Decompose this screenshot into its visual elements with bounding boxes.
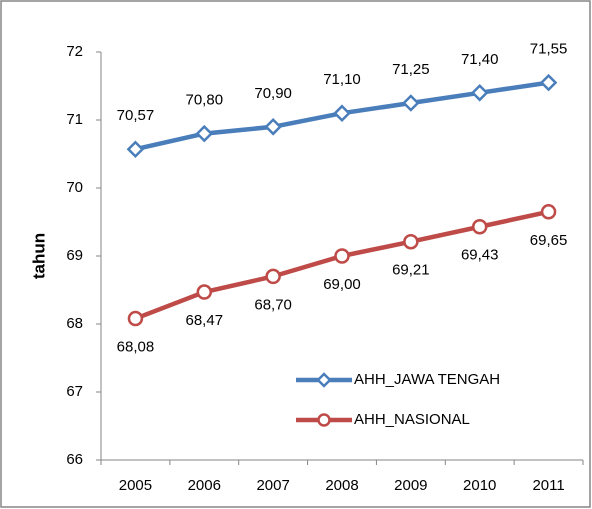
- y-tick-label: 68: [66, 315, 83, 332]
- marker: [540, 204, 557, 220]
- marker: [126, 140, 145, 159]
- marker: [470, 84, 489, 102]
- y-axis-label: tahun: [29, 233, 48, 279]
- x-tick-label: 2009: [394, 477, 427, 494]
- legend-label: AHH_NASIONAL: [354, 411, 470, 428]
- data-label: 70,57: [117, 107, 155, 124]
- marker: [127, 310, 144, 327]
- data-label: 68,70: [254, 296, 292, 313]
- y-tick-label: 72: [66, 43, 83, 60]
- marker: [264, 118, 282, 136]
- y-tick-label: 66: [66, 451, 83, 468]
- x-tick-label: 2008: [325, 477, 358, 494]
- y-tick-label: 71: [66, 111, 83, 128]
- data-label: 70,90: [254, 85, 292, 102]
- marker: [471, 219, 488, 235]
- x-tick-label: 2006: [188, 477, 221, 494]
- y-tick-label: 70: [66, 179, 83, 196]
- data-label: 68,47: [186, 312, 224, 329]
- marker: [333, 104, 351, 122]
- y-tick-label: 67: [66, 383, 83, 400]
- data-label: 71,25: [392, 61, 430, 78]
- data-label: 70,80: [186, 92, 224, 109]
- data-label: 69,43: [461, 247, 499, 264]
- data-label: 71,55: [530, 41, 568, 58]
- data-label: 68,08: [117, 339, 155, 356]
- data-label: 69,00: [323, 276, 361, 293]
- data-label: 69,65: [530, 232, 568, 249]
- y-tick-label: 69: [66, 247, 83, 264]
- data-label: 71,10: [323, 71, 361, 88]
- legend-label: AHH_JAWA TENGAH: [354, 371, 500, 388]
- legend-marker: [317, 413, 331, 427]
- data-label: 71,40: [461, 51, 499, 68]
- marker: [539, 73, 558, 92]
- x-tick-label: 2011: [532, 477, 564, 494]
- data-label: 69,21: [392, 262, 430, 279]
- marker: [196, 284, 213, 300]
- marker: [334, 248, 350, 264]
- x-tick-label: 2007: [256, 477, 289, 494]
- x-tick-label: 2005: [119, 477, 152, 494]
- marker: [403, 233, 419, 250]
- x-tick-label: 2010: [463, 477, 496, 494]
- marker: [195, 124, 214, 143]
- marker: [265, 268, 281, 285]
- legend-marker: [316, 372, 332, 388]
- marker: [402, 94, 420, 112]
